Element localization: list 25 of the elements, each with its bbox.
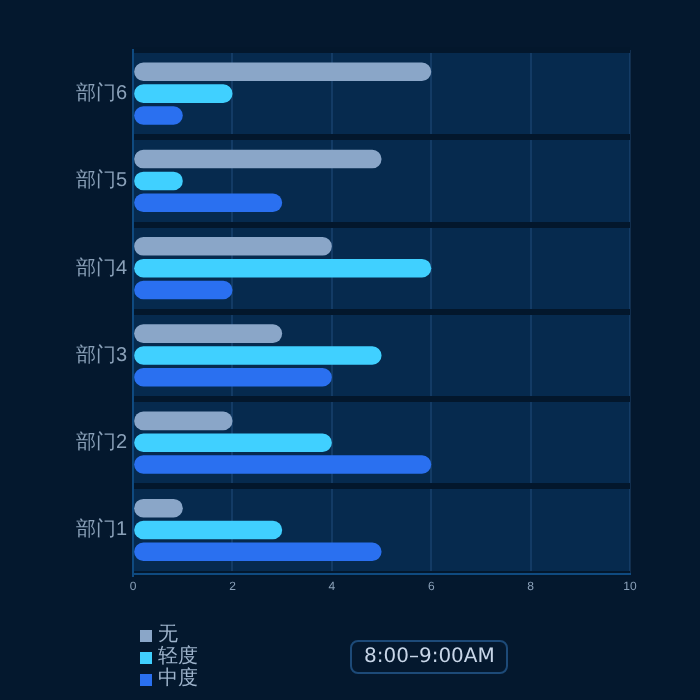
y-tick-label: 部门1	[76, 517, 128, 542]
y-tick-label: 部门5	[76, 168, 128, 193]
bar	[134, 62, 432, 82]
bar	[134, 346, 382, 365]
legend-label: 无	[158, 624, 178, 646]
bar	[134, 542, 382, 562]
bar	[134, 237, 332, 256]
bar	[134, 280, 233, 300]
legend-label: 中度	[158, 668, 198, 690]
bar	[134, 84, 233, 103]
y-tick-label: 部门2	[76, 430, 128, 455]
legend-label: 轻度	[158, 646, 198, 668]
y-tick-label: 部门6	[76, 81, 128, 106]
bar	[134, 324, 283, 343]
bar	[134, 411, 233, 431]
y-tick-label: 部门4	[76, 255, 128, 280]
bar	[134, 258, 432, 278]
bar	[134, 149, 382, 169]
bar	[134, 520, 283, 540]
text: 8:00–9:00AM	[350, 640, 509, 674]
bar	[134, 367, 332, 387]
bar	[134, 193, 283, 212]
bar	[134, 433, 332, 452]
bar	[134, 455, 432, 474]
y-tick-label: 部门3	[76, 342, 128, 367]
